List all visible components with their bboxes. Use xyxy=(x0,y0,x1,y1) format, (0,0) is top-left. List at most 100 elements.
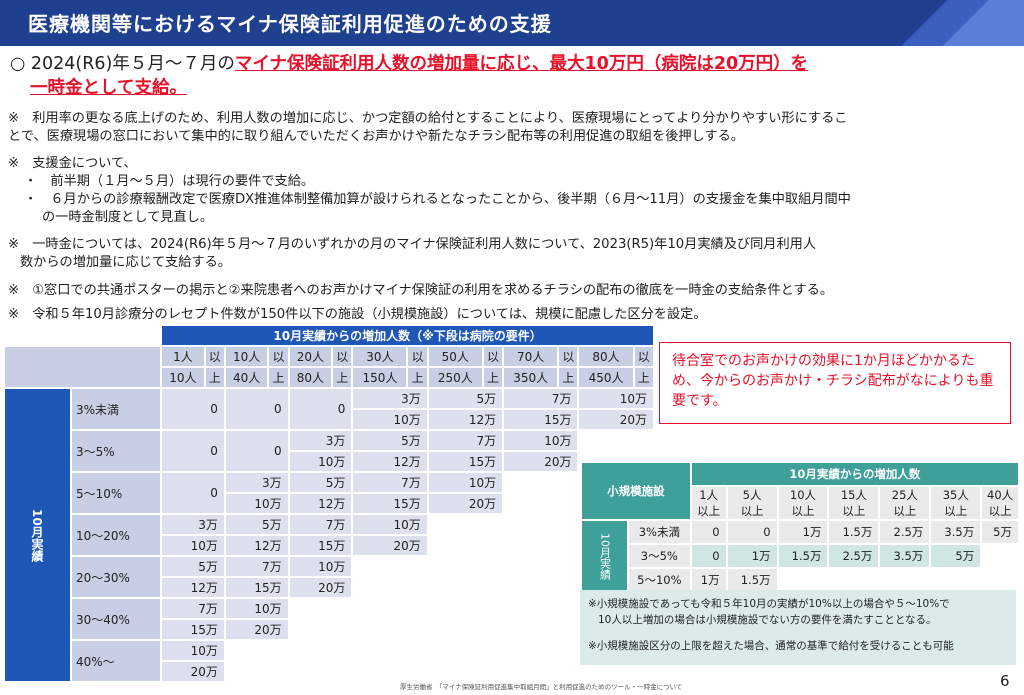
value-cell-bottom: 10万 xyxy=(289,452,352,471)
value-cell-bottom: 12万 xyxy=(225,536,288,555)
value-cell-top xyxy=(428,641,503,660)
small-title: 10月実績からの増加人数 xyxy=(691,463,1018,485)
value-cell-top xyxy=(428,599,503,618)
col-header-ijo: 以 xyxy=(483,347,503,366)
col-header-hosp: 450人 xyxy=(579,368,633,387)
col-header-ijo: 上 xyxy=(634,368,653,387)
value-cell-top: 10万 xyxy=(162,641,224,660)
note-bullet: ・ ６月からの診療報酬改定で医療DX推進体制整備加算が設けられるとなったことから… xyxy=(24,192,851,207)
note-line: ※ 支援金について、 xyxy=(8,156,137,171)
footer-text: 厚生労働省 「マイナ保険証利用促進集中取組月間」と利用促進のためのツール・一時金… xyxy=(400,683,683,691)
small-value-cell xyxy=(982,569,1018,591)
value-cell-bottom xyxy=(353,662,427,681)
col-header-ijo: 上 xyxy=(205,368,224,387)
value-cell-top: 3万 xyxy=(162,515,224,534)
col-header-ijo: 以 xyxy=(269,347,288,366)
col-header-ijo: 以 xyxy=(205,347,224,366)
value-cell-bottom: 10万 xyxy=(353,410,427,429)
value-cell-top: 10万 xyxy=(225,599,288,618)
value-cell-top: 10万 xyxy=(289,557,352,576)
lead-text: ○ 2024(R6)年５月～７月のマイナ保険証利用人数の増加量に応じ、最大10万… xyxy=(10,52,1015,100)
value-cell-bottom xyxy=(428,662,503,681)
col-header-low: 80人 xyxy=(579,347,633,366)
small-col-header: 25人 以上 xyxy=(880,487,930,519)
small-value-cell: 1万 xyxy=(691,569,726,591)
value-cell-top: 10万 xyxy=(504,431,578,450)
value-cell-top xyxy=(504,515,578,534)
value-cell-top: 3万 xyxy=(353,389,427,408)
small-side-label: 10月実績 xyxy=(582,521,627,591)
small-value-cell: 2.5万 xyxy=(880,521,930,543)
value-cell-bottom: 15万 xyxy=(504,410,578,429)
value-cell-top: 5万 xyxy=(225,515,288,534)
value-cell-top: 5万 xyxy=(428,389,503,408)
value-cell-top xyxy=(428,557,503,576)
value-cell-top xyxy=(353,557,427,576)
footnote-2: ※小規模施設区分の上限を超えた場合、通常の基準で給付を受けることも可能 xyxy=(588,640,954,652)
small-value-cell xyxy=(829,569,879,591)
small-value-cell: 0 xyxy=(691,521,726,543)
value-cell-top: 5万 xyxy=(162,557,224,576)
value-cell-top: 7万 xyxy=(353,473,427,492)
value-cell-bottom xyxy=(504,494,578,513)
row-label: 20～30% xyxy=(72,557,161,597)
col-header-low: 70人 xyxy=(504,347,558,366)
small-value-cell: 0 xyxy=(727,521,777,543)
row-label: 5～10% xyxy=(72,473,161,513)
value-cell-top xyxy=(225,641,288,660)
small-col-header: 5人 以上 xyxy=(727,487,777,519)
value-cell-bottom: 20万 xyxy=(353,536,427,555)
value-cell-top xyxy=(504,557,578,576)
page-title: 医療機関等におけるマイナ保険証利用促進のための支援 xyxy=(28,12,552,36)
lead-red1: マイナ保険証利用人数の増加量に応じ、最大10万円（病院は20万円）を xyxy=(234,54,809,74)
value-cell: 0 xyxy=(162,431,224,471)
value-cell-top: 7万 xyxy=(504,389,578,408)
col-header-hosp: 250人 xyxy=(428,368,482,387)
value-cell: 0 xyxy=(289,389,352,429)
small-col-header: 35人 以上 xyxy=(931,487,981,519)
lead-bullet: ○ xyxy=(10,54,31,74)
value-cell-bottom: 15万 xyxy=(353,494,427,513)
small-row-label: 3～5% xyxy=(629,545,690,567)
col-header-low: 50人 xyxy=(428,347,482,366)
note-3: ※ 一時金については、2024(R6)年５月～７月のいずれかの月のマイナ保険証利… xyxy=(8,236,1018,272)
table-title: 10月実績からの増加人数（※下段は病院の要件） xyxy=(162,326,653,345)
col-header-ijo: 上 xyxy=(559,368,578,387)
value-cell-top: 7万 xyxy=(162,599,224,618)
value-cell-bottom xyxy=(428,536,503,555)
lead-text1: 2024(R6)年５月～７月の xyxy=(30,54,235,74)
note-1: ※ 利用率の更なる底上げのため、利用人数の増加に応じ、かつ定額の給付とすることに… xyxy=(8,110,1018,146)
value-cell-bottom xyxy=(289,662,352,681)
col-header-hosp: 10人 xyxy=(162,368,204,387)
small-value-cell: 2.5万 xyxy=(829,545,879,567)
small-facility-table: 小規模施設 10月実績からの増加人数 1人 以上 5人 以上 10人 以上 15人 以上 25人 以上… xyxy=(580,461,1020,593)
col-header-low: 1人 xyxy=(162,347,204,366)
note-bullet: の一時金制度として見直し。 xyxy=(42,210,214,225)
small-value-cell: 5万 xyxy=(982,521,1018,543)
value-cell-bottom: 12万 xyxy=(162,578,224,597)
value-cell-bottom xyxy=(428,620,503,639)
header-bar xyxy=(0,0,1024,46)
small-corner: 小規模施設 xyxy=(582,463,690,519)
col-header-ijo: 上 xyxy=(333,368,352,387)
value-cell-bottom: 20万 xyxy=(579,410,653,429)
value-cell-bottom: 15万 xyxy=(428,452,503,471)
row-label: 30～40% xyxy=(72,599,161,639)
small-value-cell: 3.5万 xyxy=(931,521,981,543)
value-cell-bottom xyxy=(289,620,352,639)
side-label: 10月実績 xyxy=(5,389,70,681)
value-cell-top: 5万 xyxy=(353,431,427,450)
small-col-header: 1人 以上 xyxy=(691,487,726,519)
small-value-cell xyxy=(931,569,981,591)
row-label: 40%～ xyxy=(72,641,161,681)
note-line: ※ 利用率の更なる底上げのため、利用人数の増加に応じ、かつ定額の給付とすることに… xyxy=(8,111,848,126)
small-value-cell: 1万 xyxy=(778,521,828,543)
value-cell-bottom xyxy=(504,662,578,681)
value-cell-top: 3万 xyxy=(225,473,288,492)
value-cell-top xyxy=(579,431,653,450)
subsidy-table: 10月実績からの増加人数（※下段は病院の要件） 1人以 10人以 20人以 30人以 50… xyxy=(3,324,655,683)
value-cell-top xyxy=(353,641,427,660)
col-header-low: 30人 xyxy=(353,347,407,366)
row-label: 3～5% xyxy=(72,431,161,471)
small-value-cell: 1.5万 xyxy=(727,569,777,591)
